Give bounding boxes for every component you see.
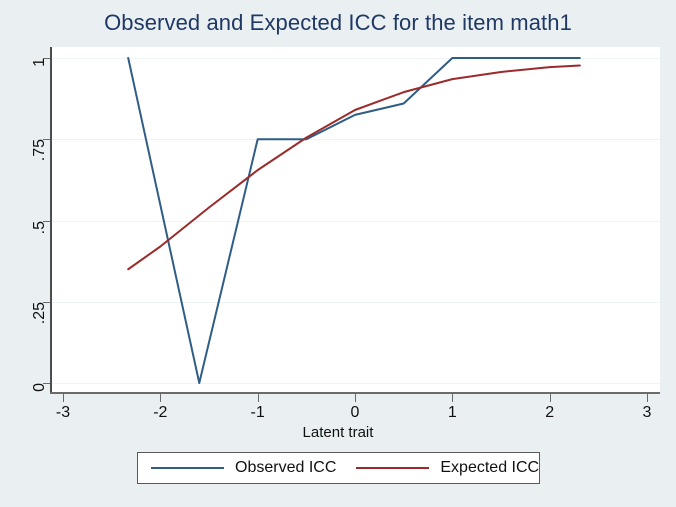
gridline [51,220,660,222]
x-axis-tick-label: -1 [250,404,265,421]
x-axis-tick-label: 1 [447,404,457,421]
x-axis-tick [63,394,64,402]
x-axis-tick [160,394,162,402]
legend-swatch-observed [151,467,224,469]
y-axis-tick-label: .75 [31,139,48,162]
legend-label-expected: Expected ICC [440,459,540,476]
x-axis-tick-label: -2 [153,404,168,421]
y-axis-tick [43,139,50,141]
y-axis-tick [43,58,50,59]
y-axis-tick-label: .25 [31,301,48,324]
chart-legend: Observed ICC Expected ICC [137,452,540,484]
legend-item-observed[interactable]: Observed ICC [151,453,336,483]
y-axis-tick [43,383,50,384]
y-axis-tick-label: 1 [31,58,48,67]
x-axis-tick [549,394,551,402]
y-axis-tick [43,220,50,222]
x-axis-tick-label: 2 [545,404,555,421]
chart-title: Observed and Expected ICC for the item m… [104,10,572,35]
x-axis-title: Latent trait [302,424,374,441]
gridline [51,383,660,384]
y-axis-line [50,47,52,394]
legend-swatch-expected [356,467,430,469]
y-axis-tick-label: .5 [31,220,48,234]
x-axis-tick [647,394,648,402]
x-axis-tick [355,394,356,402]
x-axis-tick [452,394,454,402]
x-axis-tick-label: 3 [642,404,652,421]
x-axis-tick [257,394,259,402]
x-axis-tick-label: -3 [55,404,71,421]
x-axis-line [50,392,660,394]
y-axis-tick [43,301,50,303]
gridline [51,58,660,59]
x-axis-tick-label: 0 [350,404,360,421]
gridline [51,301,660,303]
gridline [51,139,660,141]
legend-label-observed: Observed ICC [235,459,337,476]
legend-item-expected[interactable]: Expected ICC [356,453,539,483]
